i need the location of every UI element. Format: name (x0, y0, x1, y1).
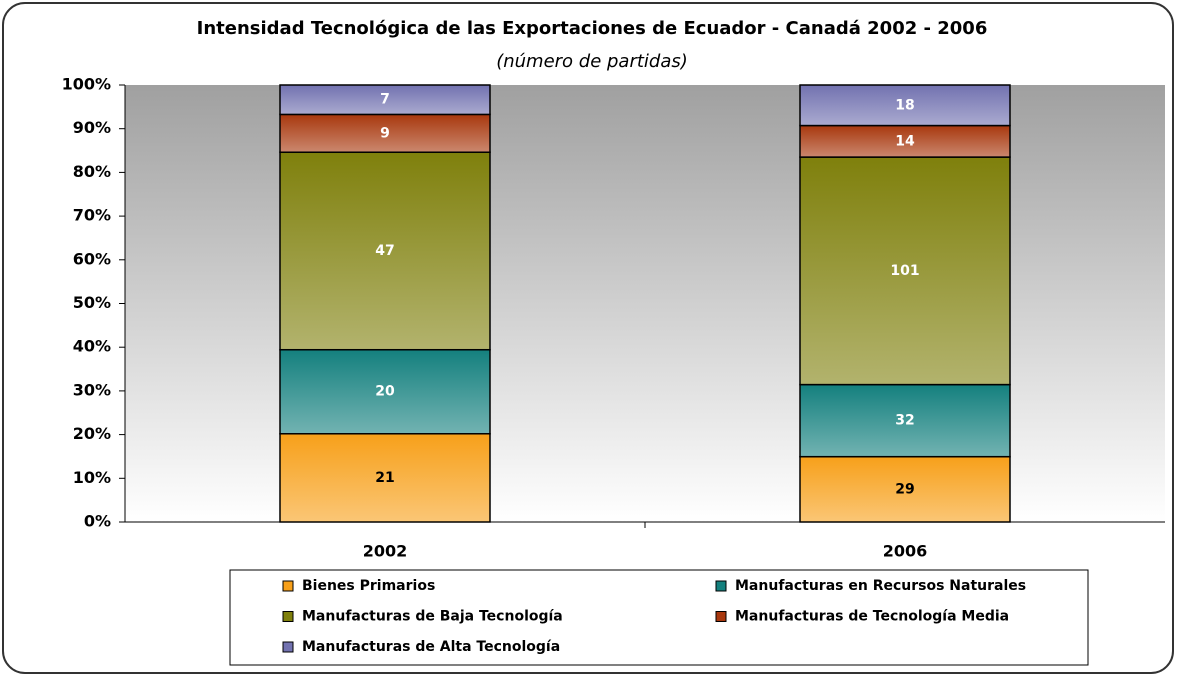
bar-segment (799, 383, 1011, 458)
data-label: 29 (895, 481, 914, 497)
legend-swatch (715, 611, 727, 622)
y-tick-label: 50% (73, 293, 111, 312)
legend-label: Manufacturas de Alta Tecnología (302, 639, 560, 655)
y-tick-label: 100% (62, 75, 111, 94)
y-tick-label: 40% (73, 337, 111, 356)
y-tick-label: 60% (73, 249, 111, 268)
legend-label: Bienes Primarios (302, 578, 435, 594)
y-tick-label: 80% (73, 162, 111, 181)
legend-swatch (282, 611, 294, 622)
legend-label: Manufacturas de Tecnología Media (735, 609, 1009, 625)
data-label: 20 (375, 384, 395, 400)
data-label: 18 (895, 97, 914, 113)
bar-segment (799, 156, 1011, 386)
legend (229, 569, 1089, 666)
bar-segment (799, 124, 1011, 158)
chart-title: Intensidad Tecnológica de las Exportacio… (197, 18, 988, 39)
bar-segment (279, 433, 491, 523)
y-tick-label: 30% (73, 380, 111, 399)
y-tick-label: 90% (73, 118, 111, 137)
legend-swatch (282, 641, 294, 653)
data-label: 32 (895, 413, 914, 429)
x-tick-label: 2006 (883, 542, 928, 561)
data-label: 7 (380, 92, 390, 108)
legend-swatch (282, 580, 294, 592)
y-tick-label: 10% (73, 468, 111, 487)
data-label: 21 (375, 470, 394, 486)
bar-segment (799, 84, 1011, 127)
data-label: 14 (895, 133, 915, 149)
bar-segment (799, 455, 1011, 523)
legend-label: Manufacturas de Baja Tecnología (302, 609, 563, 625)
data-label: 101 (890, 263, 919, 279)
y-tick-label: 70% (73, 206, 111, 225)
data-label: 47 (375, 243, 394, 259)
y-tick-label: 20% (73, 424, 111, 443)
bar-segment (279, 348, 491, 435)
x-tick-label: 2002 (363, 542, 408, 561)
data-label: 9 (380, 125, 390, 141)
legend-swatch (715, 580, 727, 592)
y-tick-label: 0% (84, 512, 111, 531)
bar-segment (279, 84, 491, 116)
legend-label: Manufacturas en Recursos Naturales (735, 578, 1026, 594)
chart-subtitle: (número de partidas) (496, 51, 688, 72)
